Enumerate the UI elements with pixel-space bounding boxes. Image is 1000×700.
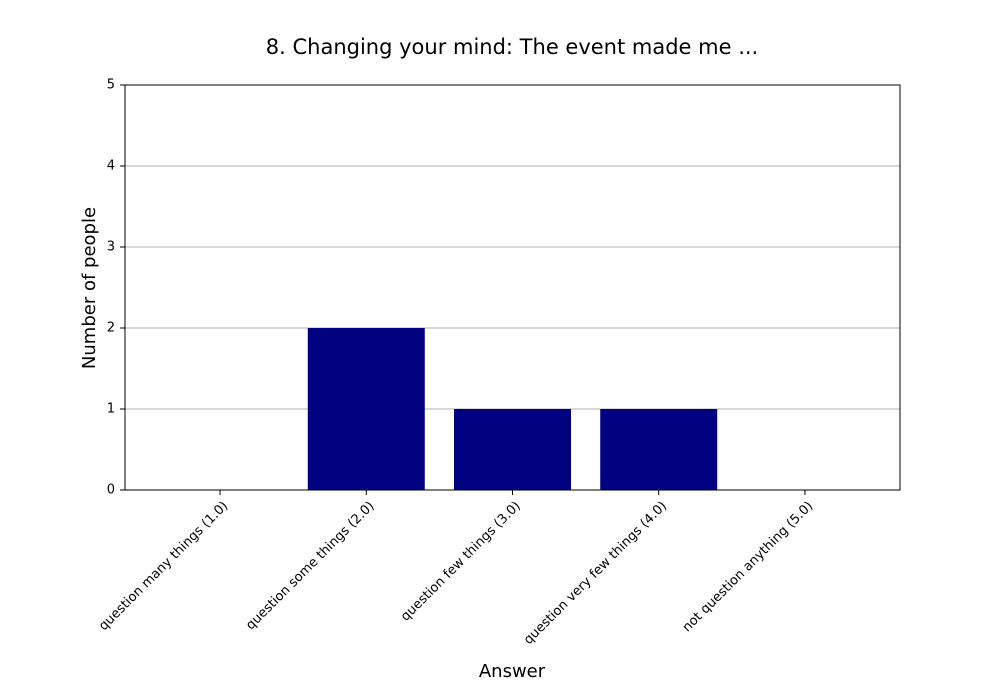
y-tick-label: 0 — [107, 483, 115, 498]
bars — [307, 328, 718, 490]
chart-title: 8. Changing your mind: The event made me… — [266, 35, 758, 59]
y-tick-label: 3 — [107, 240, 115, 255]
y-tick-label: 2 — [107, 321, 115, 336]
bar — [600, 409, 718, 490]
y-tick-label: 4 — [107, 159, 115, 174]
bar — [307, 328, 425, 490]
y-tick-label: 1 — [107, 402, 115, 417]
y-axis-label: Number of people — [79, 207, 100, 369]
bar — [454, 409, 571, 490]
plot-frame — [124, 84, 901, 491]
x-axis-label: Answer — [479, 661, 546, 682]
y-tick-label: 5 — [107, 78, 115, 93]
